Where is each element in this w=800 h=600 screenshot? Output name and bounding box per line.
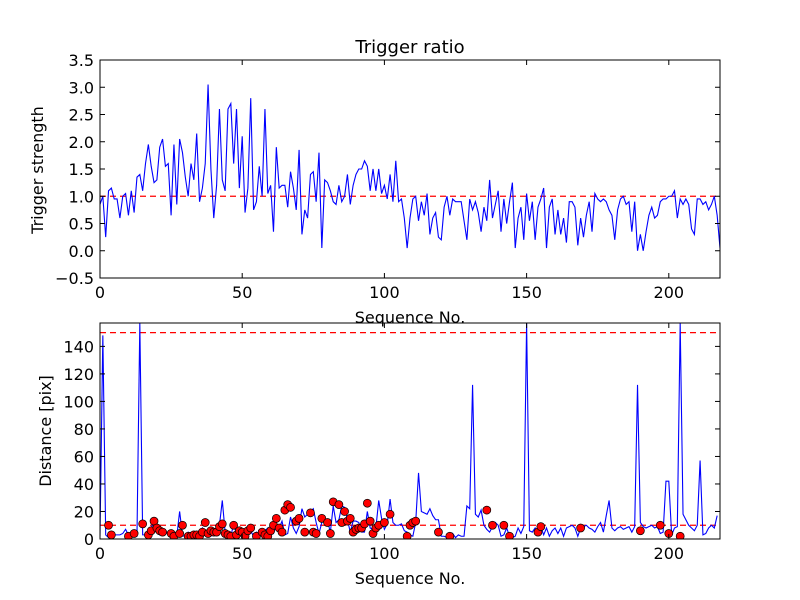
bottom-marker-point (104, 520, 113, 530)
bottom-marker-point (277, 527, 287, 537)
bottom-marker-point (246, 523, 256, 533)
top-ticks: 0 50 100 150 200 −0.5 0.0 0.5 1.0 1.5 2.0 2.5 3.0 3.5 (55, 51, 720, 302)
top-series-line-0 (100, 84, 720, 252)
bottom-marker-point (138, 519, 148, 529)
bottom-y-axis-label: Distance [pix] (36, 375, 55, 487)
top-y-tick-label: 1.5 (69, 160, 94, 179)
top-y-tick-label: 2.0 (69, 133, 94, 152)
bottom-marker-point (200, 518, 210, 527)
bottom-y-tick-label: 100 (63, 392, 94, 411)
top-y-tick-label: 2.5 (69, 106, 94, 125)
bottom-marker-point (576, 523, 585, 533)
bottom-y-tick-label: 60 (74, 447, 94, 466)
bottom-marker-point (158, 527, 167, 537)
bottom-marker-point (380, 518, 389, 527)
chart-title: Trigger ratio (354, 37, 464, 58)
bottom-marker-point (334, 500, 344, 509)
top-y-tick-label: 3.5 (69, 51, 94, 70)
bottom-marker-point (175, 529, 184, 538)
bottom-marker-point (536, 522, 546, 531)
bottom-marker-point (340, 507, 349, 516)
top-y-tick-label: 0.0 (69, 242, 94, 261)
bottom-marker-point (229, 520, 239, 530)
bottom-marker-point (107, 530, 116, 539)
top-x-tick-label: 200 (654, 283, 685, 302)
top-y-tick-label: 1.0 (69, 187, 94, 206)
top-x-tick-label: 150 (511, 283, 542, 302)
top-x-tick-label: 0 (95, 283, 105, 302)
bottom-marker-point (365, 516, 375, 526)
bottom-y-tick-label: 140 (63, 337, 94, 356)
top-y-tick-label: −0.5 (55, 269, 94, 288)
bottom-marker-point (129, 529, 139, 538)
bottom-marker-point (505, 531, 514, 539)
bottom-marker-point (636, 526, 645, 536)
bottom-clipped-group (100, 323, 720, 539)
bottom-marker-point (217, 519, 227, 529)
trigger-ratio-chart: Trigger ratio 0 50 100 150 200 −0.5 0.0 0.5 1.0 1… (28, 37, 721, 327)
bottom-x-tick-label: 50 (232, 544, 252, 563)
bottom-marker-point (271, 514, 281, 523)
bottom-marker-point (434, 527, 443, 537)
bottom-marker-point (499, 520, 509, 530)
bottom-marker-point (445, 531, 455, 539)
bottom-marker-point (411, 516, 421, 526)
bottom-y-tick-label: 0 (84, 530, 94, 549)
bottom-marker-point (345, 514, 355, 523)
top-x-axis-label: Sequence No. (355, 308, 466, 327)
bottom-marker-point (286, 503, 295, 512)
bottom-marker-point (402, 531, 412, 539)
top-y-axis-label: Trigger strength (28, 106, 47, 235)
bottom-marker-point (326, 529, 335, 538)
bottom-y-tick-label: 40 (74, 475, 94, 494)
bottom-marker-point (294, 514, 304, 523)
bottom-x-tick-label: 0 (95, 544, 105, 563)
bottom-axes-frame (99, 322, 721, 540)
bottom-ticks: 0 50 100 150 200 0 20 40 60 80 100 120 140 (63, 323, 720, 563)
bottom-x-axis-label: Sequence No. (355, 569, 466, 588)
bottom-marker-point (311, 529, 321, 538)
bottom-x-tick-label: 100 (369, 544, 400, 563)
top-y-tick-label: 0.5 (69, 215, 94, 234)
bottom-marker-point (655, 520, 665, 530)
bottom-y-tick-label: 120 (63, 365, 94, 384)
bottom-marker-point (300, 527, 310, 537)
bottom-marker-point (306, 508, 315, 518)
bottom-marker-point (362, 498, 372, 508)
bottom-marker-point (482, 505, 492, 515)
bottom-x-tick-label: 200 (654, 544, 685, 563)
bottom-y-tick-label: 20 (74, 502, 94, 521)
bottom-x-tick-label: 150 (511, 544, 542, 563)
top-plot-area (100, 84, 720, 252)
top-x-tick-label: 50 (232, 283, 252, 302)
top-y-tick-label: 3.0 (69, 78, 94, 97)
bottom-y-tick-label: 80 (74, 420, 94, 439)
distance-chart: 0 50 100 150 200 0 20 40 60 80 100 120 140 Sequence … (36, 322, 721, 588)
top-x-tick-label: 100 (369, 283, 400, 302)
bottom-marker-point (323, 518, 332, 527)
bottom-marker-point (385, 509, 395, 519)
bottom-plot-area (100, 323, 720, 539)
bottom-marker-point (488, 520, 497, 530)
bottom-marker-point (675, 531, 685, 539)
bottom-marker-point (178, 520, 187, 530)
top-clipped-group (100, 84, 720, 252)
